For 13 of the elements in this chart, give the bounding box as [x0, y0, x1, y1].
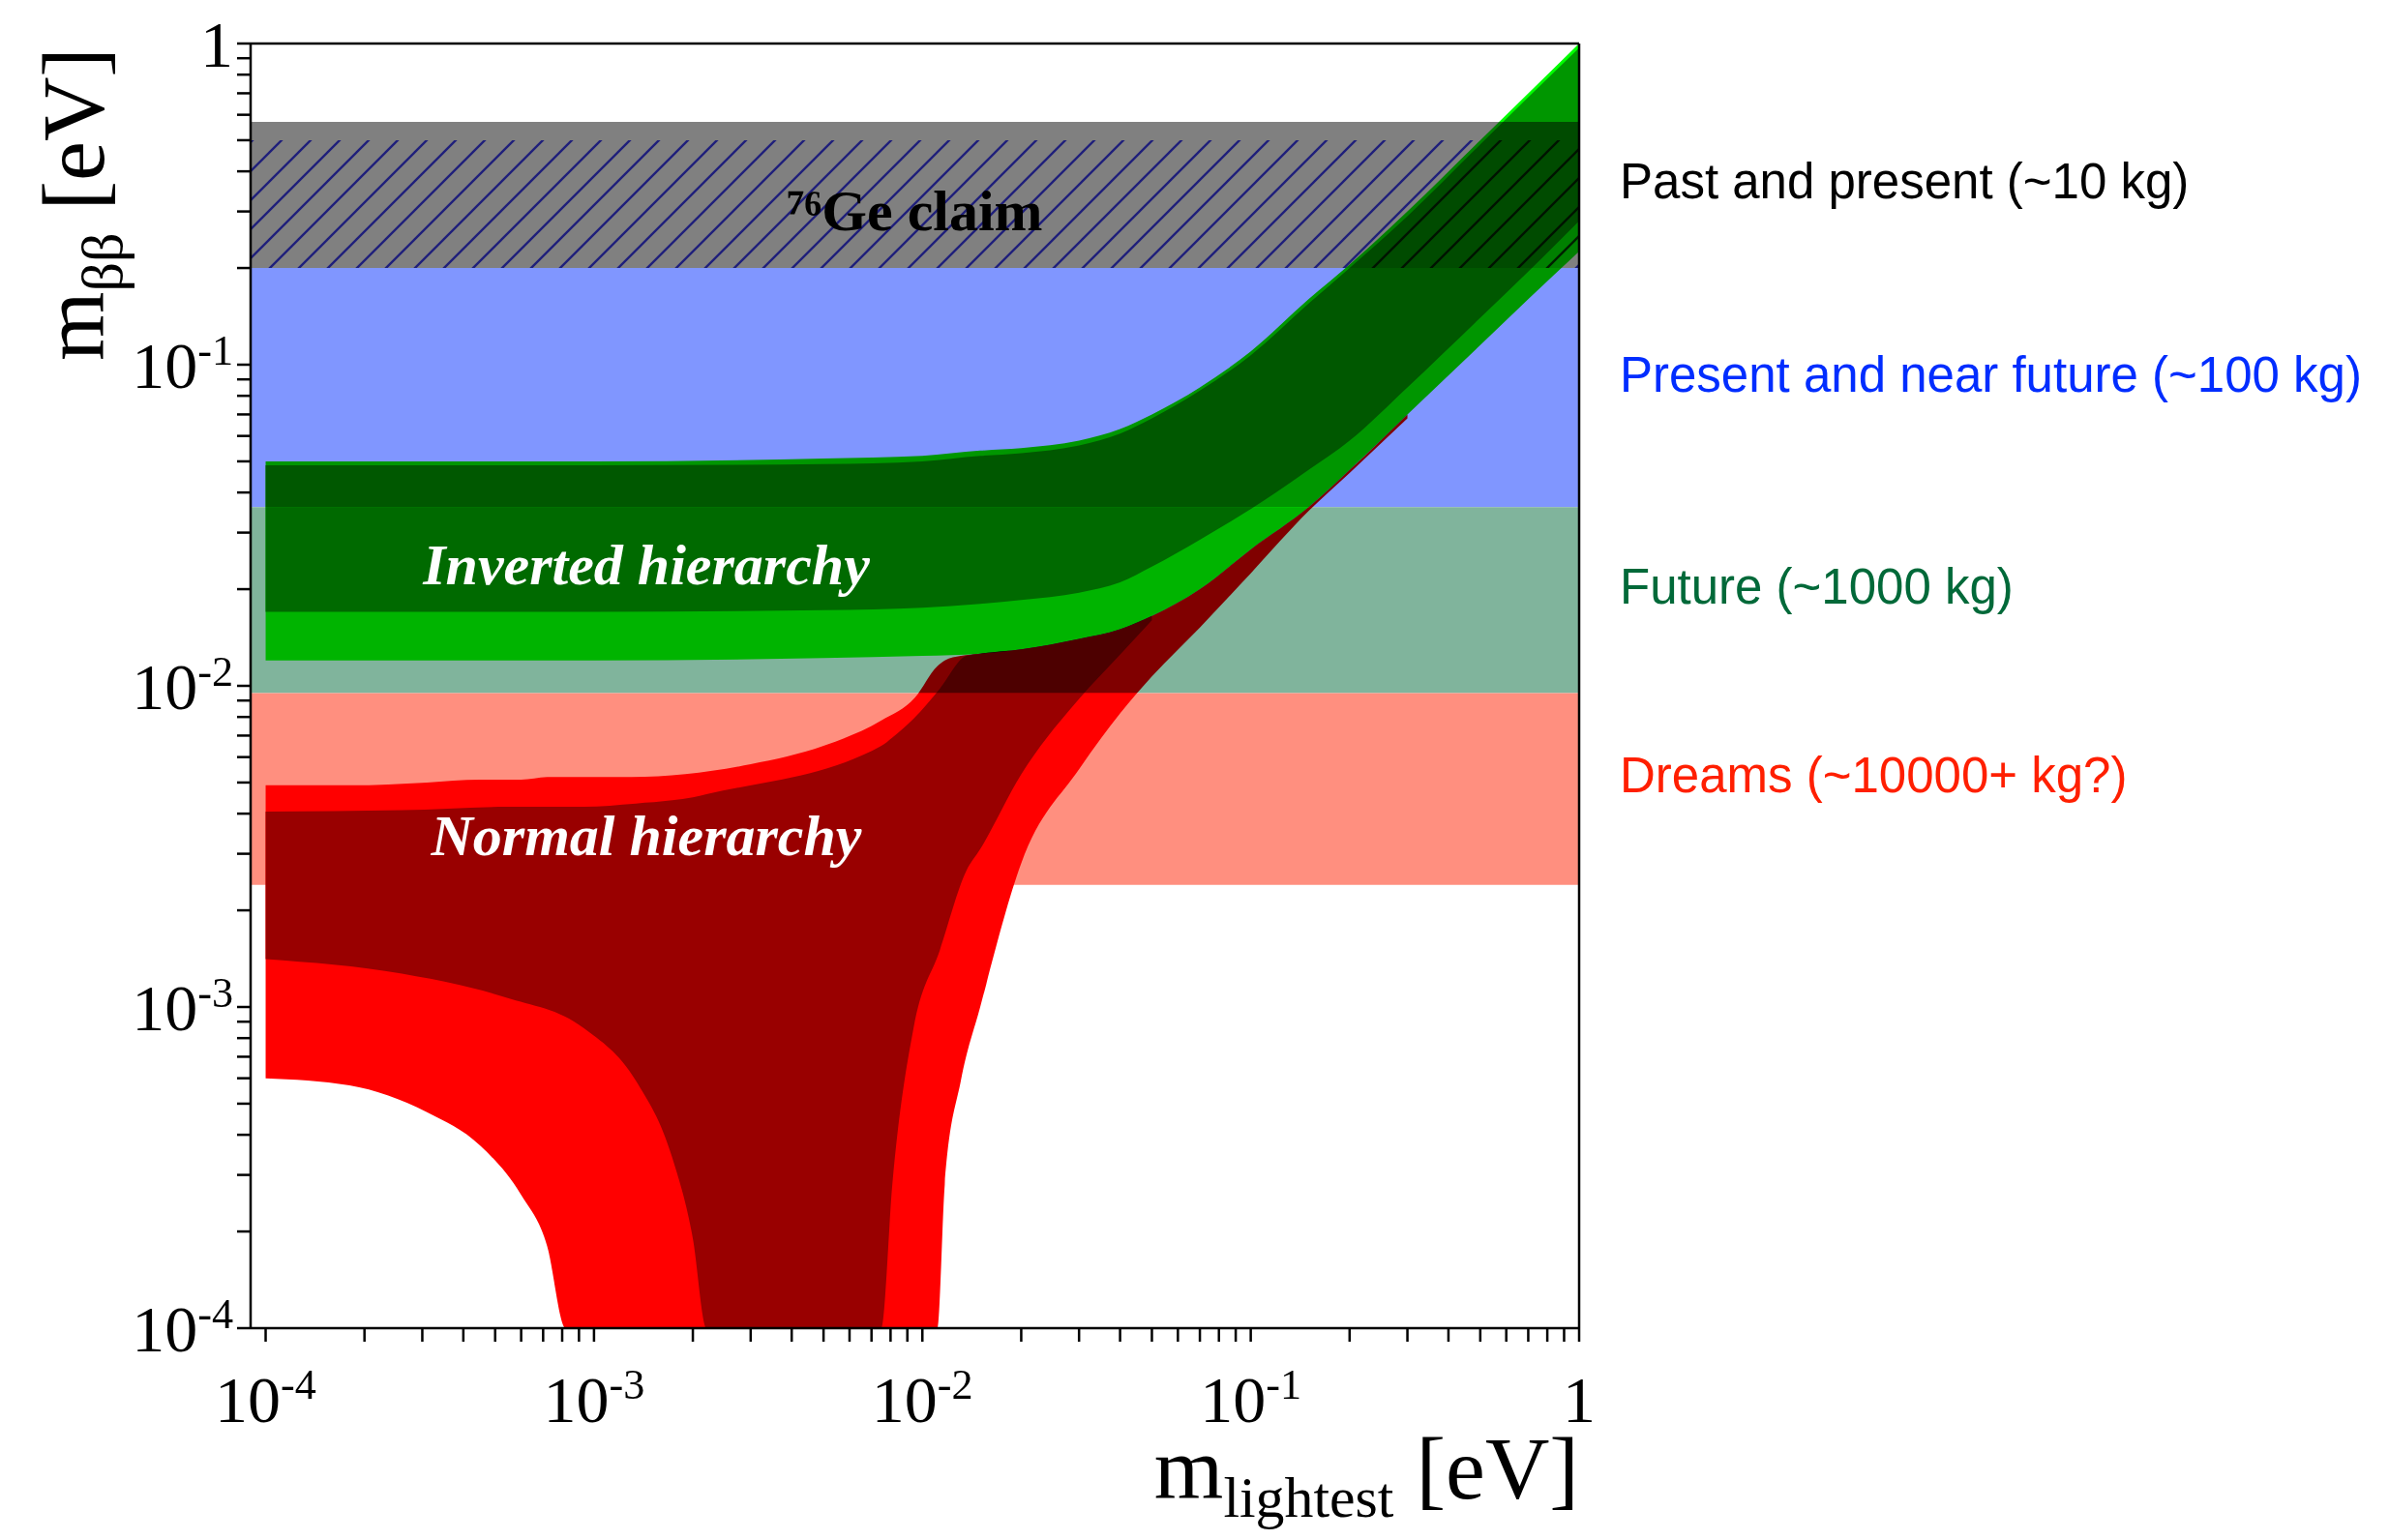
y-tick-label: 10$^{-3}$ — [132, 968, 233, 1045]
y-tick-label: 10$^{-1}$ — [132, 326, 233, 402]
band-label: Present and near future (~100 kg) — [1620, 346, 2362, 402]
x-tick-label: 1 — [1563, 1362, 1596, 1436]
y-tick-label: 1 — [200, 7, 233, 81]
y-tick-label: 10$^{-2}$ — [132, 647, 233, 724]
x-tick-label: 10$^{-2}$ — [871, 1360, 973, 1436]
annotation: Normal hierarchy — [430, 804, 862, 868]
band-label: Past and present (~10 kg) — [1620, 154, 2190, 210]
x-tick-label: 10$^{-3}$ — [543, 1360, 645, 1436]
band-label: Dreams (~10000+ kg?) — [1620, 748, 2128, 804]
annotation: Inverted hierarchy — [422, 533, 871, 597]
band-label: Future (~1000 kg) — [1620, 559, 2014, 615]
